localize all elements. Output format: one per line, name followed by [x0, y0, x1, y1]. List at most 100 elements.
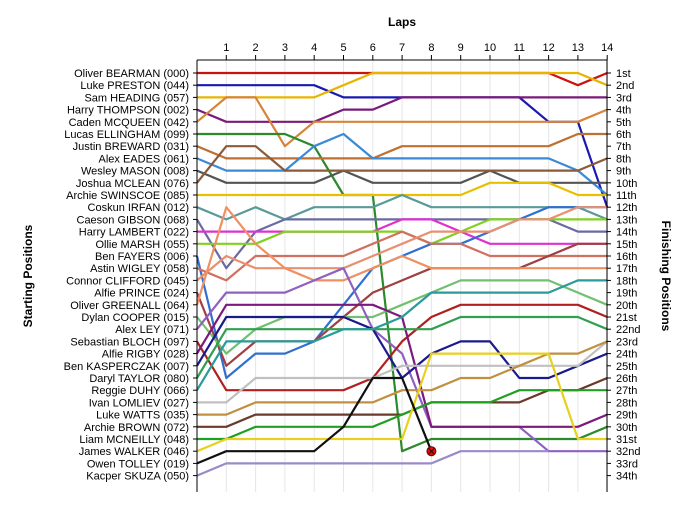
series-line — [196, 132, 608, 160]
series-line — [196, 230, 608, 282]
finishing-position-label: 21st — [616, 312, 637, 324]
driver-label: Coskun IRFAN (012) — [88, 202, 189, 214]
x-ticks: 1 2 3 4 5 6 7 8 9 10 11 12 13 14 — [223, 42, 613, 54]
driver-label: Archie SWINSCOE (085) — [66, 190, 189, 202]
finishing-position-label: 17th — [616, 263, 637, 275]
driver-label: Archie BROWN (072) — [84, 422, 189, 434]
right-axis-label: Finishing Positions — [659, 221, 673, 332]
finishing-position-labels: 1st2nd3rd4th5th6th7th8th9th10th11th12th1… — [616, 68, 640, 483]
driver-label: Luke PRESTON (044) — [80, 80, 189, 92]
driver-label: Dylan COOPER (015) — [81, 312, 189, 324]
driver-label: Alex LEY (071) — [115, 324, 189, 336]
finishing-position-label: 32nd — [616, 446, 640, 458]
finishing-position-label: 24th — [616, 349, 637, 361]
finishing-position-label: 11th — [616, 190, 637, 202]
finishing-position-label: 33rd — [616, 458, 638, 470]
series-line — [196, 96, 608, 123]
driver-label: Lucas ELLINGHAM (099) — [64, 129, 189, 141]
retired-marker-cross — [427, 447, 435, 455]
starting-position-labels: Oliver BEARMAN (000)Luke PRESTON (044)Sa… — [64, 68, 189, 483]
finishing-position-label: 12th — [616, 202, 637, 214]
driver-label: Ivan LOMLIEV (027) — [89, 397, 189, 409]
lap-tick-label: 9 — [458, 42, 464, 54]
lap-tick-label: 2 — [253, 42, 259, 54]
series-line — [196, 450, 549, 477]
finishing-position-label: 31st — [616, 434, 637, 446]
finishing-position-label: 14th — [616, 227, 637, 239]
driver-label: Owen TOLLEY (019) — [87, 458, 189, 470]
series-line — [197, 132, 608, 453]
axes — [193, 55, 611, 492]
series-line — [197, 71, 608, 99]
series-line — [197, 340, 608, 404]
series-line — [195, 206, 608, 306]
finishing-position-label: 9th — [616, 166, 631, 178]
finishing-position-label: 25th — [616, 361, 637, 373]
lap-tick-label: 13 — [572, 42, 584, 54]
finishing-position-label: 16th — [616, 251, 637, 263]
series-line — [196, 303, 608, 392]
lap-tick-label: 1 — [223, 42, 229, 54]
finishing-position-label: 19th — [616, 288, 637, 300]
driver-label: Alex EADES (061) — [99, 153, 189, 165]
series-line — [196, 132, 608, 196]
series-line — [196, 376, 433, 465]
driver-label: Ben FAYERS (006) — [95, 251, 189, 263]
series-lines — [195, 71, 609, 477]
series-line — [196, 193, 608, 221]
lap-tick-label: 8 — [428, 42, 434, 54]
driver-label: Justin BREWARD (031) — [73, 141, 189, 153]
finishing-position-label: 23rd — [616, 336, 638, 348]
left-axis-label: Starting Positions — [21, 224, 35, 327]
lap-tick-label: 11 — [514, 42, 525, 54]
lap-tick-label: 12 — [542, 42, 554, 54]
driver-label: Alfie RIGBY (028) — [102, 349, 189, 361]
series-line — [196, 279, 608, 391]
lap-tick-label: 7 — [399, 42, 405, 54]
finishing-position-label: 4th — [616, 105, 631, 117]
driver-label: Sebastian BLOCH (097) — [70, 336, 189, 348]
finishing-position-label: 18th — [616, 275, 637, 287]
series-line — [197, 218, 608, 245]
driver-label: James WALKER (046) — [79, 446, 189, 458]
finishing-position-label: 20th — [616, 300, 637, 312]
lap-tick-label: 14 — [601, 42, 613, 54]
driver-label: Oliver BEARMAN (000) — [74, 68, 189, 80]
finishing-position-label: 1st — [616, 68, 631, 80]
driver-label: Luke WATTS (035) — [96, 410, 189, 422]
finishing-position-label: 15th — [616, 239, 637, 251]
series-line — [196, 267, 608, 453]
finishing-position-label: 6th — [616, 129, 631, 141]
finishing-position-label: 7th — [616, 141, 631, 153]
driver-label: Daryl TAYLOR (080) — [89, 373, 189, 385]
series-line — [196, 96, 608, 148]
finishing-position-label: 13th — [616, 214, 637, 226]
driver-label: Ben KASPERCZAK (007) — [64, 361, 189, 373]
finishing-position-label: 2nd — [616, 80, 634, 92]
series-line — [196, 315, 608, 379]
lap-tick-label: 10 — [484, 42, 496, 54]
driver-label: Kacper SKUZA (050) — [86, 471, 189, 483]
finishing-position-label: 28th — [616, 397, 637, 409]
lap-tick-label: 3 — [282, 42, 288, 54]
driver-label: Caeson GIBSON (068) — [77, 214, 190, 226]
finishing-position-label: 26th — [616, 373, 637, 385]
series-line — [196, 145, 608, 184]
series-line — [197, 389, 608, 441]
driver-label: Oliver GREENALL (064) — [70, 300, 189, 312]
finishing-position-label: 22nd — [616, 324, 640, 336]
driver-label: Caden MCQUEEN (042) — [69, 117, 189, 129]
series-line — [197, 340, 608, 416]
driver-label: Reggie DUHY (066) — [91, 385, 189, 397]
driver-label: Harry LAMBERT (022) — [79, 227, 189, 239]
driver-label: Sam HEADING (057) — [84, 92, 189, 104]
driver-label: Liam MCNEILLY (048) — [79, 434, 189, 446]
series-line — [196, 279, 608, 355]
finishing-position-label: 3rd — [616, 92, 632, 104]
driver-label: Wesley MASON (008) — [81, 166, 189, 178]
finishing-position-label: 29th — [616, 410, 637, 422]
driver-label: Astin WIGLEY (058) — [90, 263, 189, 275]
driver-label: Joshua MCLEAN (076) — [76, 178, 189, 190]
top-axis-label: Laps — [388, 15, 416, 29]
finishing-position-label: 30th — [616, 422, 637, 434]
